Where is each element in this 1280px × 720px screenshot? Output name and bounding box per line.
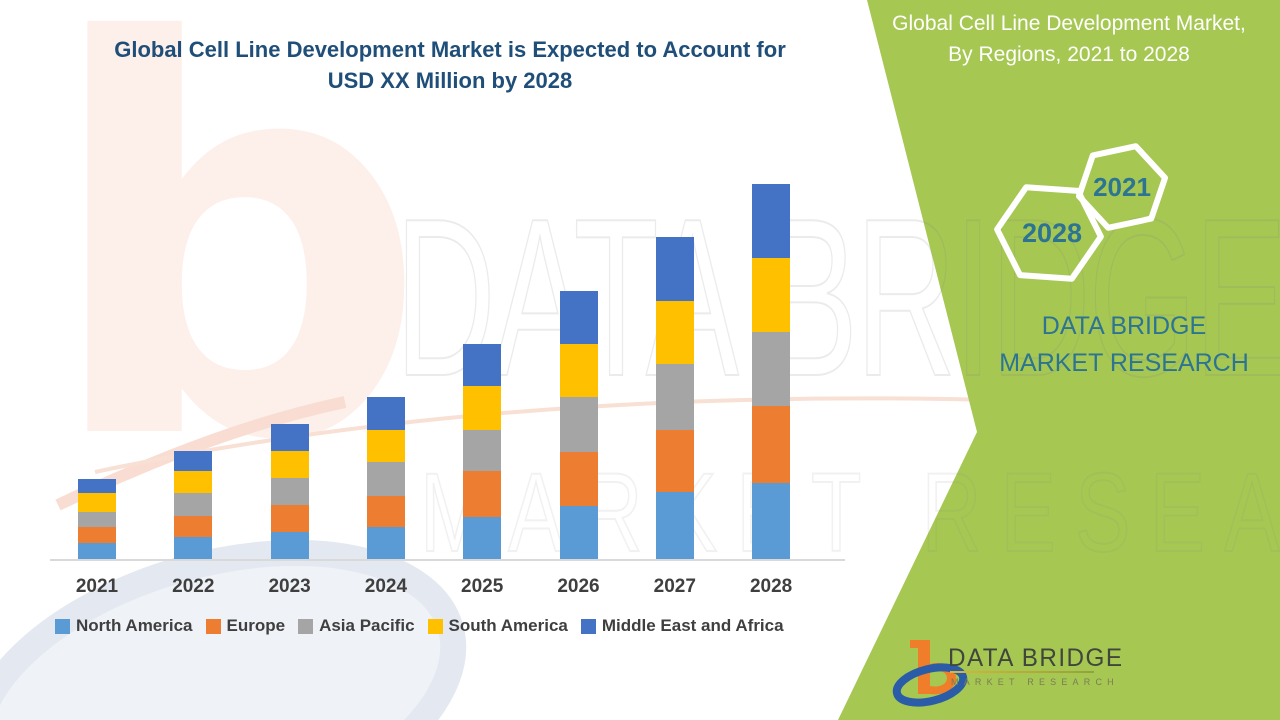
bar-segment-asia-pacific [270, 478, 309, 505]
legend-swatch-icon [580, 618, 596, 634]
x-axis-label: 2028 [749, 576, 793, 597]
logo-title: DATA BRIDGE [948, 644, 1124, 672]
bar-segment-middle-east-and-africa [270, 424, 309, 451]
bar-segment-asia-pacific [463, 430, 502, 471]
bar-segment-north-america [752, 483, 791, 560]
x-axis-label: 2025 [461, 576, 504, 597]
bar-segment-asia-pacific [752, 332, 791, 406]
legend-swatch-icon [298, 618, 314, 634]
logo-underline [950, 671, 1094, 673]
bar-segment-europe [463, 471, 502, 517]
legend-item-middle-east-and-africa: Middle East and Africa [580, 616, 784, 636]
bar-segment-europe [78, 527, 116, 543]
bar-segment-middle-east-and-africa [366, 397, 405, 430]
bar-segment-south-america [366, 430, 405, 462]
hexagon-2028-label: 2028 [1021, 218, 1083, 248]
bar-segment-asia-pacific [174, 493, 213, 516]
bar-segment-europe [366, 496, 405, 527]
legend-swatch-icon [205, 618, 221, 634]
bar-2028 [752, 184, 791, 560]
bar-segment-north-america [78, 543, 116, 560]
legend-item-asia-pacific: Asia Pacific [298, 616, 415, 636]
bar-segment-middle-east-and-africa [78, 479, 116, 493]
bar-segment-europe [270, 505, 309, 532]
bar-segment-asia-pacific [655, 364, 694, 430]
bar-segment-north-america [174, 537, 213, 560]
bar-segment-south-america [270, 451, 309, 478]
x-axis-label: 2026 [557, 576, 600, 597]
legend-item-europe: Europe [205, 616, 286, 636]
hexagon-2021-icon [1075, 143, 1169, 231]
main-title: Global Cell Line Development Market is E… [50, 34, 850, 96]
bar-segment-north-america [655, 492, 694, 560]
legend-item-north-america: North America [55, 616, 193, 636]
legend-swatch-icon [55, 618, 70, 634]
bar-segment-middle-east-and-africa [463, 344, 502, 386]
bar-segment-middle-east-and-africa [655, 237, 694, 301]
legend-label: Middle East and Africa [601, 616, 784, 635]
bar-segment-asia-pacific [559, 397, 598, 452]
bar-segment-europe [174, 516, 213, 537]
bar-segment-south-america [78, 493, 116, 512]
bar-segment-europe [752, 406, 791, 483]
legend-label: Europe [226, 616, 286, 635]
bar-segment-middle-east-and-africa [752, 184, 791, 258]
bar-2026 [559, 291, 598, 560]
bar-segment-asia-pacific [366, 462, 405, 496]
x-axis-label: 2027 [653, 576, 696, 597]
bar-2024 [366, 397, 405, 560]
bar-2022 [174, 451, 213, 560]
bar-2025 [463, 344, 502, 560]
bar-segment-south-america [559, 344, 598, 397]
bar-2021 [78, 479, 116, 560]
watermark-text-data-bridge: DATA BRIDGE [394, 170, 1280, 424]
bar-segment-south-america [463, 386, 502, 430]
legend-label: North America [76, 616, 193, 635]
x-axis-label: 2023 [268, 576, 311, 597]
bar-segment-middle-east-and-africa [174, 451, 213, 471]
logo-subtitle: MARKET RESEARCH [951, 677, 1119, 687]
bar-segment-north-america [270, 532, 309, 560]
side-panel-title: Global Cell Line Development Market, By … [892, 12, 1246, 66]
x-axis-label: 2022 [172, 576, 215, 597]
bar-segment-europe [655, 430, 694, 492]
legend-label: Asia Pacific [319, 616, 415, 635]
hexagon-2021-label: 2021 [1093, 172, 1151, 202]
bar-segment-north-america [366, 527, 405, 560]
bar-segment-south-america [655, 301, 694, 364]
legend: North America Europe Asia Pacific South Ame… [55, 616, 784, 636]
x-axis-label: 2024 [364, 576, 408, 597]
bar-2023 [270, 424, 309, 560]
bar-2027 [655, 237, 694, 560]
x-axis-line [50, 559, 845, 561]
bar-segment-north-america [463, 517, 502, 560]
bar-segment-south-america [752, 258, 791, 332]
bar-segment-north-america [559, 506, 598, 560]
main-title-line2: USD XX Million by 2028 [327, 68, 573, 93]
bar-segment-europe [559, 452, 598, 506]
x-axis-label: 2021 [75, 576, 119, 597]
bar-segment-middle-east-and-africa [559, 291, 598, 344]
legend-item-south-america: South America [427, 616, 568, 636]
hexagon-icons [994, 143, 1169, 282]
bar-segment-asia-pacific [78, 512, 116, 527]
brand-name-text: DATA BRIDGE MARKET RESEARCH [999, 312, 1249, 377]
legend-label: South America [448, 616, 568, 635]
logo-swoosh-icon [892, 663, 968, 707]
bar-segment-south-america [174, 471, 213, 493]
dbmr-logo-icon [892, 640, 968, 707]
main-title-line1: Global Cell Line Development Market is E… [114, 37, 786, 62]
legend-swatch-icon [427, 618, 443, 634]
